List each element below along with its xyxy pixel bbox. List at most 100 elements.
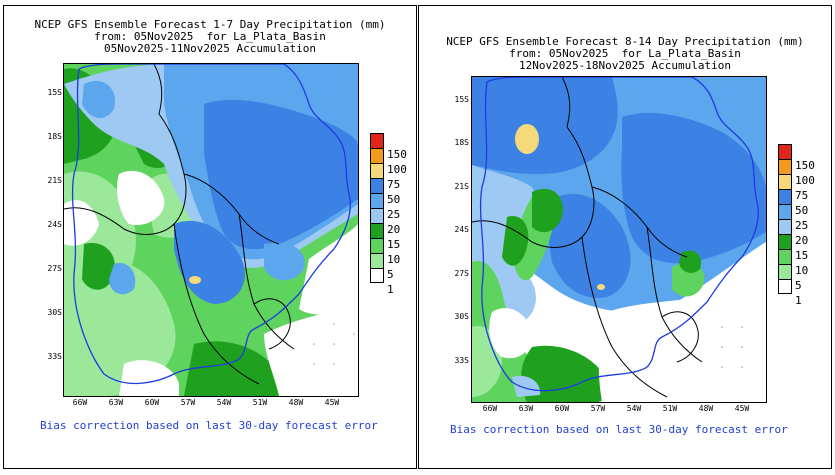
legend-swatch <box>370 268 384 283</box>
field-25mm <box>82 80 115 119</box>
legend-label: 100 <box>387 163 407 176</box>
legend-label: 15 <box>795 249 809 262</box>
legend-label: 15 <box>387 238 401 251</box>
legend-swatch <box>370 253 384 268</box>
legend-label: 25 <box>387 208 401 221</box>
lat-label: 30S <box>47 308 62 317</box>
legend-swatch <box>778 189 792 204</box>
lon-label: 63W <box>108 398 124 407</box>
field-under-1mm <box>119 360 179 396</box>
lat-label: 18S <box>454 138 469 147</box>
grid-dots <box>721 326 743 368</box>
legend-swatch <box>778 204 792 219</box>
field-under-1mm <box>264 304 358 396</box>
legend-label: 1 <box>387 283 394 296</box>
field-25mm <box>109 263 136 295</box>
lon-label: 63W <box>518 404 534 413</box>
field-under-1mm <box>489 308 533 359</box>
lon-label: 66W <box>482 404 498 413</box>
basin-outline <box>71 64 351 385</box>
legend-label: 150 <box>795 159 815 172</box>
precipitation-map <box>63 63 359 397</box>
field-15mm <box>82 243 115 290</box>
lon-label: 48W <box>288 398 304 407</box>
lon-label: 51W <box>252 398 268 407</box>
lon-label: 66W <box>72 398 88 407</box>
legend-swatch <box>778 264 792 279</box>
legend-swatch <box>778 219 792 234</box>
field-10mm <box>472 261 597 402</box>
legend-label: 75 <box>387 178 401 191</box>
map-canvas <box>64 64 358 396</box>
forecast-panel-week1: NCEP GFS Ensemble Forecast 1-7 Day Preci… <box>3 5 417 469</box>
lat-label: 15S <box>47 88 62 97</box>
legend-label: 10 <box>795 264 809 277</box>
title-line-1: NCEP GFS Ensemble Forecast 8-14 Day Prec… <box>446 35 804 48</box>
lon-label: 60W <box>554 404 570 413</box>
basin-outline <box>479 77 759 392</box>
precipitation-map <box>471 76 767 403</box>
legend-swatch <box>370 238 384 253</box>
bias-correction-note: Bias correction based on last 30-day for… <box>40 419 378 432</box>
legend-label: 5 <box>387 268 394 281</box>
lat-label: 30S <box>454 312 469 321</box>
legend-label: 75 <box>795 189 809 202</box>
lat-label: 33S <box>47 352 62 361</box>
panel-title: NCEP GFS Ensemble Forecast 8-14 Day Prec… <box>419 36 831 72</box>
legend-swatch <box>778 174 792 189</box>
lon-label: 57W <box>590 404 606 413</box>
lon-label: 60W <box>144 398 160 407</box>
title-line-2: from: 05Nov2025 for La_Plata_Basin <box>509 47 741 60</box>
lon-label: 57W <box>180 398 196 407</box>
field-25mm <box>264 242 305 281</box>
lat-label: 33S <box>454 356 469 365</box>
legend-label: 100 <box>795 174 815 187</box>
legend-swatch <box>778 234 792 249</box>
legend-label: 1 <box>795 294 802 307</box>
lon-label: 54W <box>216 398 232 407</box>
field-75mm <box>189 276 201 284</box>
legend-swatch <box>370 148 384 163</box>
legend-swatch <box>778 249 792 264</box>
field-50mm <box>548 193 631 298</box>
lon-label: 54W <box>626 404 642 413</box>
grid-dots <box>313 323 355 365</box>
lat-label: 18S <box>47 132 62 141</box>
field-75mm <box>515 124 539 154</box>
map-canvas <box>472 77 766 402</box>
lon-label: 45W <box>324 398 340 407</box>
legend-label: 10 <box>387 253 401 266</box>
lat-label: 21S <box>47 176 62 185</box>
lat-label: 24S <box>47 220 62 229</box>
legend-label: 20 <box>795 234 809 247</box>
field-50mm <box>621 112 766 264</box>
legend-swatch <box>778 144 792 159</box>
lon-label: 48W <box>698 404 714 413</box>
field-15mm <box>502 216 529 266</box>
lat-label: 27S <box>47 264 62 273</box>
field-under-1mm <box>117 170 165 225</box>
field-15mm <box>532 188 563 233</box>
field-75mm <box>597 284 605 290</box>
lat-label: 15S <box>454 95 469 104</box>
legend-label: 150 <box>387 148 407 161</box>
field-under-1mm <box>299 224 358 315</box>
bias-correction-note: Bias correction based on last 30-day for… <box>450 423 788 436</box>
legend-swatch <box>370 208 384 223</box>
field-15mm <box>520 345 608 402</box>
lat-label: 24S <box>454 225 469 234</box>
field-50mm <box>472 77 618 175</box>
title-line-3: 12Nov2025-18Nov2025 Accumulation <box>519 59 731 72</box>
field-50mm <box>204 99 358 250</box>
legend-label: 5 <box>795 279 802 292</box>
title-line-2: from: 05Nov2025 for La_Plata_Basin <box>94 30 326 43</box>
lat-label: 27S <box>454 269 469 278</box>
legend-swatch <box>370 223 384 238</box>
legend-swatch <box>370 163 384 178</box>
legend-label: 50 <box>795 204 809 217</box>
legend-swatch <box>370 193 384 208</box>
field-20mm <box>512 375 541 397</box>
legend-label: 50 <box>387 193 401 206</box>
panel-title: NCEP GFS Ensemble Forecast 1-7 Day Preci… <box>4 19 416 55</box>
color-legend <box>778 144 792 294</box>
